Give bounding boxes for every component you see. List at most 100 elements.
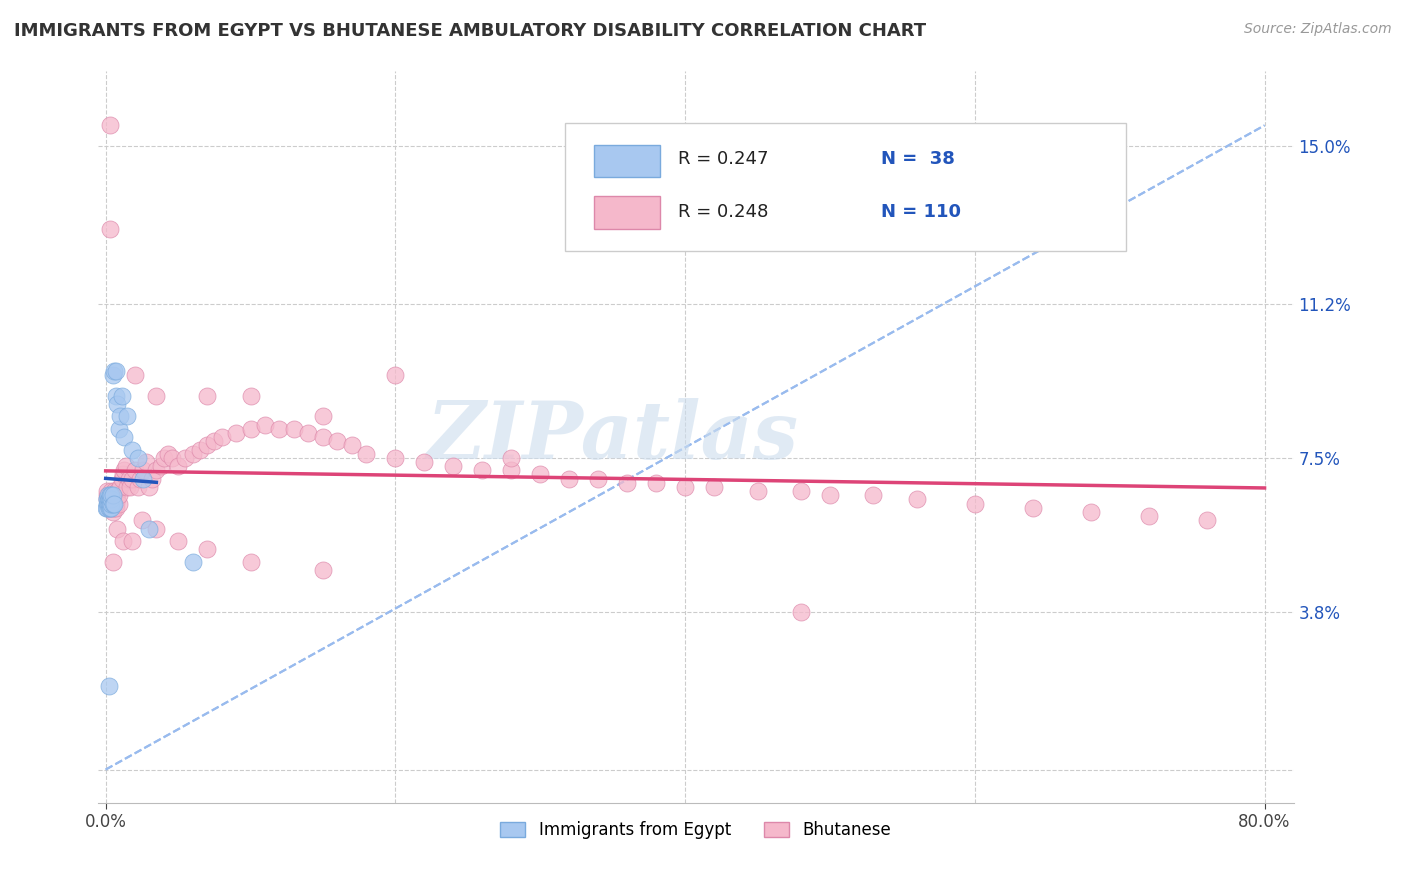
Bhutanese <box>616 475 638 490</box>
Bhutanese <box>101 505 124 519</box>
Bhutanese <box>100 484 122 499</box>
Text: N = 110: N = 110 <box>882 202 962 221</box>
Bhutanese <box>167 533 190 548</box>
FancyBboxPatch shape <box>595 145 661 178</box>
Bhutanese <box>384 450 406 465</box>
Bhutanese <box>98 488 121 502</box>
Bhutanese <box>1022 500 1045 515</box>
Bhutanese <box>98 492 121 507</box>
Immigrants from Egypt <box>97 497 120 511</box>
Bhutanese <box>121 533 143 548</box>
Bhutanese <box>124 368 146 382</box>
Bhutanese <box>501 463 523 477</box>
Bhutanese <box>97 500 120 515</box>
Immigrants from Egypt <box>100 497 122 511</box>
Bhutanese <box>138 480 160 494</box>
Bhutanese <box>98 222 121 236</box>
Bhutanese <box>239 555 262 569</box>
Bhutanese <box>96 488 118 502</box>
Bhutanese <box>195 388 218 402</box>
Text: IMMIGRANTS FROM EGYPT VS BHUTANESE AMBULATORY DISABILITY CORRELATION CHART: IMMIGRANTS FROM EGYPT VS BHUTANESE AMBUL… <box>14 22 927 40</box>
Bhutanese <box>384 368 406 382</box>
Bhutanese <box>118 472 141 486</box>
Immigrants from Egypt <box>97 488 120 502</box>
Immigrants from Egypt <box>97 680 120 694</box>
Bhutanese <box>312 409 335 424</box>
Bhutanese <box>1137 509 1160 524</box>
Bhutanese <box>441 459 464 474</box>
Immigrants from Egypt <box>97 497 120 511</box>
Bhutanese <box>145 388 167 402</box>
Bhutanese <box>356 447 378 461</box>
Bhutanese <box>107 488 129 502</box>
Bhutanese <box>105 492 128 507</box>
Bhutanese <box>96 492 118 507</box>
Bhutanese <box>112 467 135 482</box>
Bhutanese <box>100 492 122 507</box>
Bhutanese <box>101 497 124 511</box>
Immigrants from Egypt <box>97 500 120 515</box>
Bhutanese <box>1195 513 1218 527</box>
Bhutanese <box>211 430 233 444</box>
Immigrants from Egypt <box>100 492 122 507</box>
Bhutanese <box>174 450 197 465</box>
Immigrants from Egypt <box>103 497 125 511</box>
Bhutanese <box>110 472 132 486</box>
Bhutanese <box>312 430 335 444</box>
Immigrants from Egypt <box>98 492 121 507</box>
Immigrants from Egypt <box>100 500 122 515</box>
Immigrants from Egypt <box>96 497 118 511</box>
Bhutanese <box>253 417 276 432</box>
Bhutanese <box>100 497 122 511</box>
Immigrants from Egypt <box>127 450 149 465</box>
Bhutanese <box>471 463 494 477</box>
Immigrants from Egypt <box>103 363 125 377</box>
Immigrants from Egypt <box>107 422 129 436</box>
Bhutanese <box>790 605 813 619</box>
Text: R = 0.248: R = 0.248 <box>678 202 769 221</box>
Bhutanese <box>120 480 142 494</box>
Immigrants from Egypt <box>100 488 122 502</box>
Bhutanese <box>104 497 127 511</box>
Bhutanese <box>96 484 118 499</box>
Immigrants from Egypt <box>98 497 121 511</box>
Bhutanese <box>413 455 436 469</box>
Bhutanese <box>283 422 305 436</box>
Bhutanese <box>297 425 319 440</box>
Bhutanese <box>703 480 725 494</box>
Bhutanese <box>103 492 125 507</box>
Bhutanese <box>114 463 136 477</box>
Bhutanese <box>101 500 124 515</box>
Bhutanese <box>162 450 184 465</box>
Bhutanese <box>269 422 291 436</box>
Bhutanese <box>167 459 190 474</box>
Bhutanese <box>115 459 138 474</box>
Bhutanese <box>97 497 120 511</box>
Bhutanese <box>98 119 121 133</box>
Bhutanese <box>97 488 120 502</box>
Bhutanese <box>135 455 157 469</box>
Immigrants from Egypt <box>101 497 124 511</box>
Bhutanese <box>202 434 225 449</box>
Bhutanese <box>132 463 155 477</box>
Bhutanese <box>101 555 124 569</box>
Immigrants from Egypt <box>96 500 118 515</box>
Bhutanese <box>501 450 523 465</box>
Bhutanese <box>818 488 841 502</box>
Immigrants from Egypt <box>101 368 124 382</box>
Bhutanese <box>188 442 211 457</box>
Immigrants from Egypt <box>108 409 131 424</box>
Text: Source: ZipAtlas.com: Source: ZipAtlas.com <box>1244 22 1392 37</box>
Bhutanese <box>141 472 163 486</box>
Immigrants from Egypt <box>98 488 121 502</box>
Immigrants from Egypt <box>121 442 143 457</box>
Immigrants from Egypt <box>101 488 124 502</box>
Bhutanese <box>103 484 125 499</box>
Bhutanese <box>105 484 128 499</box>
Bhutanese <box>100 500 122 515</box>
Legend: Immigrants from Egypt, Bhutanese: Immigrants from Egypt, Bhutanese <box>494 814 898 846</box>
Bhutanese <box>127 480 149 494</box>
Bhutanese <box>97 492 120 507</box>
Bhutanese <box>790 484 813 499</box>
Bhutanese <box>1080 505 1102 519</box>
